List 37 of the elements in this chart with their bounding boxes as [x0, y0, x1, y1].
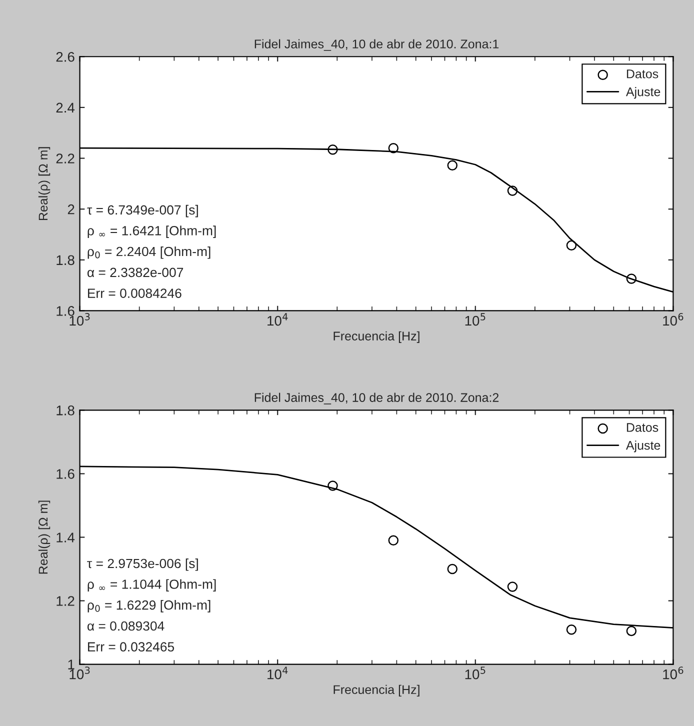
- annotation: ρ$_{0}$ = 1.6229 [Ohm-m]: [88, 600, 210, 612]
- annotation: α = 2.3382e-007: [87, 268, 184, 278]
- x-axis-title: Frecuencia [Hz]: [334, 331, 420, 343]
- annotation: τ = 6.7349e-007 [s]: [87, 204, 198, 218]
- legend-label: Ajuste: [626, 440, 660, 452]
- annotation: ρ$_{0}$ = 2.2404 [Ohm-m]: [88, 246, 210, 259]
- x-tick-label: 10$^{5}$: [465, 666, 486, 680]
- annotation: ρ $_{∞}$ = 1.1044 [Ohm-m]: [88, 579, 216, 592]
- annotation: ρ $_{∞}$ = 1.6421 [Ohm-m]: [88, 226, 216, 238]
- y-axis-title: Real(ρ) [Ω m]: [38, 500, 50, 574]
- y-tick-label: 2.2: [56, 154, 74, 164]
- y-tick-label: 1.6: [56, 306, 74, 316]
- chart-title: Fidel Jaimes_40, 10 de abr de 2010. Zona:1: [254, 39, 499, 51]
- x-tick-label: 10$^{6}$: [663, 313, 684, 326]
- legend-label: Ajuste: [626, 87, 660, 99]
- legend-label: Datos: [626, 423, 658, 432]
- y-tick-label: 1.4: [56, 532, 75, 542]
- x-tick-label: 10$^{5}$: [465, 313, 486, 326]
- y-tick-label: 1.2: [56, 596, 74, 606]
- y-tick-label: 1.8: [56, 406, 74, 416]
- x-tick-label: 10$^{6}$: [663, 666, 684, 680]
- y-tick-label: 2.4: [56, 102, 75, 112]
- y-tick-label: 2: [68, 204, 74, 214]
- y-tick-label: 1.6: [56, 469, 74, 479]
- annotation: Err = 0.0084246: [88, 288, 182, 298]
- annotation: τ = 2.9753e-006 [s]: [87, 558, 198, 571]
- x-tick-label: 10$^{4}$: [268, 666, 288, 680]
- y-tick-label: 1: [68, 660, 74, 670]
- annotation: α = 0.089304: [87, 621, 164, 631]
- annotation: Err = 0.032465: [88, 642, 174, 652]
- chart-title: Fidel Jaimes_40, 10 de abr de 2010. Zona:2: [254, 392, 499, 404]
- legend-label: Datos: [626, 70, 658, 78]
- x-tick-label: 10$^{4}$: [268, 313, 288, 326]
- y-tick-label: 2.6: [56, 52, 74, 62]
- y-tick-label: 1.8: [56, 255, 74, 266]
- x-axis-title: Frecuencia [Hz]: [334, 684, 420, 697]
- y-axis-title: Real(ρ) [Ω m]: [38, 147, 50, 220]
